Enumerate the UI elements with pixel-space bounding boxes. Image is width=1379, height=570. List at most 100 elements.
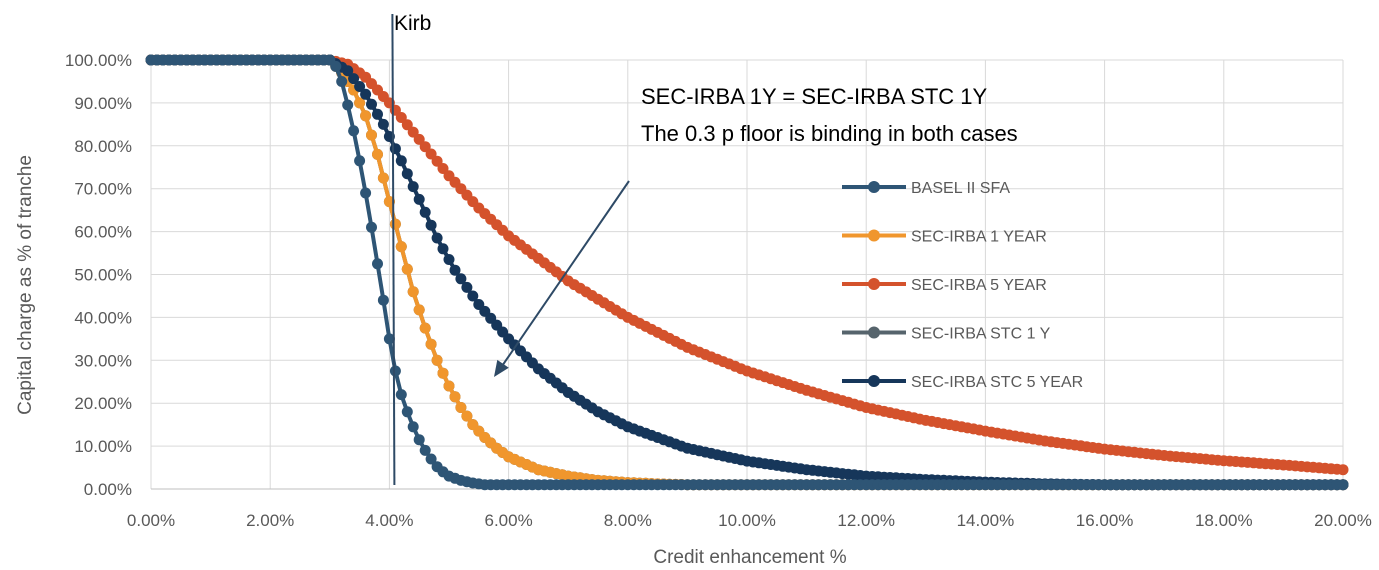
legend-label: BASEL II SFA: [911, 180, 1010, 197]
data-point: [401, 406, 413, 418]
data-point: [413, 434, 425, 446]
data-point: [413, 133, 425, 145]
legend-marker: [868, 375, 880, 387]
data-point: [354, 155, 366, 167]
data-point: [389, 365, 401, 377]
legend-item: BASEL II SFA: [842, 180, 1010, 197]
legend-label: SEC-IRBA 5 YEAR: [911, 277, 1047, 294]
legend-label: SEC-IRBA STC 5 YEAR: [911, 374, 1083, 391]
data-point: [401, 168, 413, 180]
x-tick-label: 6.00%: [484, 511, 532, 530]
data-point: [419, 444, 431, 456]
data-point: [383, 333, 395, 345]
data-point: [395, 155, 407, 167]
data-point: [395, 112, 407, 123]
data-point: [389, 218, 401, 230]
y-tick-label: 60.00%: [74, 223, 132, 242]
y-tick-label: 80.00%: [74, 137, 132, 156]
data-point: [419, 141, 431, 153]
x-tick-label: 10.00%: [718, 511, 776, 530]
data-point: [443, 254, 455, 265]
data-point: [425, 338, 437, 350]
y-tick-label: 50.00%: [74, 266, 132, 285]
kirb-line: [391, 13, 396, 486]
legend-marker: [868, 326, 880, 339]
data-point: [425, 219, 437, 231]
legend-label: SEC-IRBA 1 YEAR: [911, 229, 1047, 246]
data-point: [419, 206, 431, 218]
data-point: [413, 304, 425, 316]
data-point: [407, 286, 419, 298]
y-axis-title: Capital charge as % of tranche: [15, 155, 36, 415]
data-point: [330, 60, 342, 72]
data-point: [383, 196, 395, 208]
data-point: [395, 389, 407, 401]
data-point: [401, 263, 413, 275]
data-point: [443, 380, 455, 392]
x-tick-label: 14.00%: [957, 511, 1015, 530]
data-point: [389, 143, 401, 155]
data-point: [360, 88, 372, 100]
data-point: [425, 148, 437, 160]
data-point: [348, 73, 360, 85]
data-point: [377, 294, 389, 306]
x-axis-title: Credit enhancement %: [653, 547, 846, 568]
data-point: [455, 273, 467, 285]
annotation-line-1: SEC-IRBA 1Y = SEC-IRBA STC 1Y: [641, 84, 988, 109]
data-point: [431, 354, 443, 366]
y-tick-label: 90.00%: [74, 94, 132, 113]
data-point: [377, 118, 389, 130]
legend: BASEL II SFA SEC-IRBA 1 YEAR SEC-IRBA 5 YE…: [842, 180, 1083, 391]
y-tick-labels: 0.00% 10.00% 20.00% 30.00% 40.00% 50.00% 60.00…: [65, 51, 132, 499]
data-point: [407, 181, 419, 193]
data-point: [377, 172, 389, 184]
data-point: [372, 108, 383, 120]
data-point: [1337, 464, 1349, 476]
data-point: [437, 367, 449, 379]
data-point: [366, 221, 377, 233]
series-lines: [145, 54, 1349, 491]
annotation-note: SEC-IRBA 1Y = SEC-IRBA STC 1Y The 0.3 p …: [494, 84, 1018, 377]
y-tick-label: 40.00%: [74, 308, 132, 327]
x-tick-label: 16.00%: [1076, 511, 1134, 530]
data-point: [431, 232, 443, 244]
data-point: [354, 97, 366, 109]
data-point: [348, 125, 360, 137]
data-point: [360, 187, 372, 199]
data-point: [1337, 479, 1349, 491]
data-point: [455, 402, 467, 413]
data-point: [461, 281, 473, 293]
x-tick-label: 20.00%: [1314, 511, 1372, 530]
data-point: [461, 410, 473, 422]
y-tick-label: 30.00%: [74, 351, 132, 370]
y-tick-label: 100.00%: [65, 51, 132, 70]
data-point: [437, 243, 449, 255]
annotation-arrowhead: [494, 359, 509, 377]
data-point: [419, 322, 431, 334]
series-basel-ii-sfa: [145, 54, 1349, 491]
legend-label: SEC-IRBA STC 1 Y: [911, 326, 1051, 343]
kirb-marker: Kirb: [391, 12, 431, 486]
y-tick-label: 0.00%: [84, 480, 132, 499]
x-tick-label: 8.00%: [604, 511, 652, 530]
data-point: [425, 453, 437, 465]
data-point: [437, 163, 449, 174]
data-point: [401, 119, 413, 131]
data-point: [372, 148, 383, 160]
data-point: [395, 241, 407, 253]
x-tick-label: 12.00%: [837, 511, 895, 530]
data-point: [449, 264, 461, 276]
data-point: [342, 65, 354, 77]
data-point: [431, 155, 443, 167]
legend-marker: [868, 181, 880, 193]
data-point: [407, 421, 419, 433]
data-point: [372, 258, 383, 270]
legend-item: SEC-IRBA STC 5 YEAR: [842, 374, 1083, 391]
data-point: [449, 391, 461, 403]
data-point: [354, 81, 366, 92]
data-point: [413, 193, 425, 205]
legend-item: SEC-IRBA 1 YEAR: [842, 229, 1047, 246]
data-point: [407, 126, 419, 138]
legend-marker: [868, 229, 880, 242]
x-tick-labels: 0.00% 2.00% 4.00% 6.00% 8.00% 10.00% 12.00% 14.…: [127, 511, 1372, 530]
